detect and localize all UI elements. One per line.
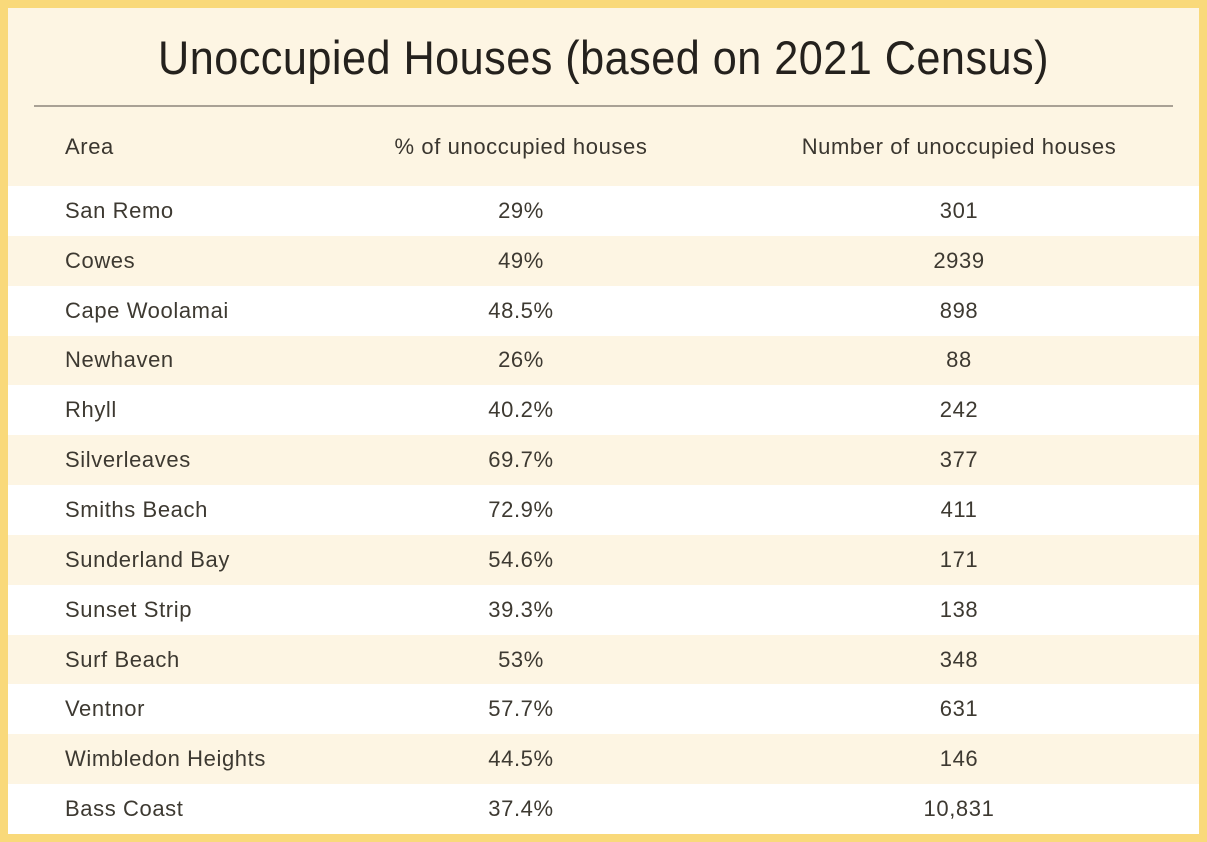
count-cell: 138 xyxy=(939,596,979,622)
count-cell: 348 xyxy=(939,646,979,672)
percent-cell: 40.2% xyxy=(488,397,554,423)
count-cell: 146 xyxy=(939,746,979,772)
title-divider xyxy=(34,105,1173,107)
column-header-number: Number of unoccupied houses xyxy=(801,133,1117,159)
page-title: Unoccupied Houses (based on 2021 Census) xyxy=(158,31,1049,84)
area-cell: Sunderland Bay xyxy=(65,546,230,572)
count-cell: 411 xyxy=(940,496,978,522)
table-row: Sunderland Bay 54.6% 171 xyxy=(8,534,1199,585)
area-cell: Wimbledon Heights xyxy=(65,746,266,772)
count-cell: 377 xyxy=(939,447,979,473)
count-cell: 242 xyxy=(939,397,979,423)
percent-cell: 69.7% xyxy=(488,447,554,473)
table-row: Wimbledon Heights 44.5% 146 xyxy=(8,734,1199,785)
area-cell: Ventnor xyxy=(65,696,146,722)
count-cell: 88 xyxy=(946,347,972,373)
table-row: Smiths Beach 72.9% 411 xyxy=(8,485,1199,535)
table-row: Silverleaves 69.7% 377 xyxy=(8,435,1199,486)
percent-cell: 72.9% xyxy=(488,496,554,522)
table-row: Ventnor 57.7% 631 xyxy=(8,684,1199,735)
percent-cell: 53% xyxy=(498,646,544,672)
table-row: San Remo 29% 301 xyxy=(8,186,1199,236)
percent-cell: 57.7% xyxy=(488,696,554,722)
area-cell: Newhaven xyxy=(65,347,174,373)
area-cell: Cowes xyxy=(65,247,136,273)
table-row: Cowes 49% 2939 xyxy=(8,235,1199,286)
percent-cell: 37.4% xyxy=(488,796,554,822)
percent-cell: 44.5% xyxy=(488,746,554,772)
percent-cell: 39.3% xyxy=(488,596,554,622)
percent-cell: 26% xyxy=(498,347,544,373)
count-cell: 2939 xyxy=(933,247,985,273)
area-cell: Cape Woolamai xyxy=(65,297,229,323)
percent-cell: 49% xyxy=(498,247,544,273)
area-cell: Smiths Beach xyxy=(65,496,208,522)
percent-cell: 54.6% xyxy=(488,546,554,572)
area-cell: San Remo xyxy=(65,197,174,223)
area-cell: Sunset Strip xyxy=(65,596,193,622)
percent-cell: 29% xyxy=(498,197,544,223)
area-cell: Bass Coast xyxy=(65,796,184,822)
area-cell: Rhyll xyxy=(65,397,117,423)
column-header-percent: % of unoccupied houses xyxy=(394,133,648,159)
table-row: Rhyll 40.2% 242 xyxy=(8,385,1199,436)
percent-cell: 48.5% xyxy=(488,297,554,323)
count-cell: 301 xyxy=(939,197,979,223)
count-cell: 631 xyxy=(939,696,979,722)
column-header-area: Area xyxy=(65,133,114,159)
table-header-row: Area % of unoccupied houses Number of un… xyxy=(8,107,1199,186)
table-row: Sunset Strip 39.3% 138 xyxy=(8,584,1199,635)
count-cell: 898 xyxy=(939,297,979,323)
table-row: Cape Woolamai 48.5% 898 xyxy=(8,285,1199,336)
table-row: Bass Coast 37.4% 10,831 xyxy=(8,784,1199,834)
count-cell: 171 xyxy=(939,546,979,572)
table-body: San Remo 29% 301 Cowes 49% 2939 Cape Woolamai 4… xyxy=(8,186,1199,834)
area-cell: Surf Beach xyxy=(65,646,180,672)
table-row: Surf Beach 53% 348 xyxy=(8,634,1199,685)
area-cell: Silverleaves xyxy=(65,447,191,473)
table-row: Newhaven 26% 88 xyxy=(8,335,1199,386)
count-cell: 10,831 xyxy=(923,796,995,822)
